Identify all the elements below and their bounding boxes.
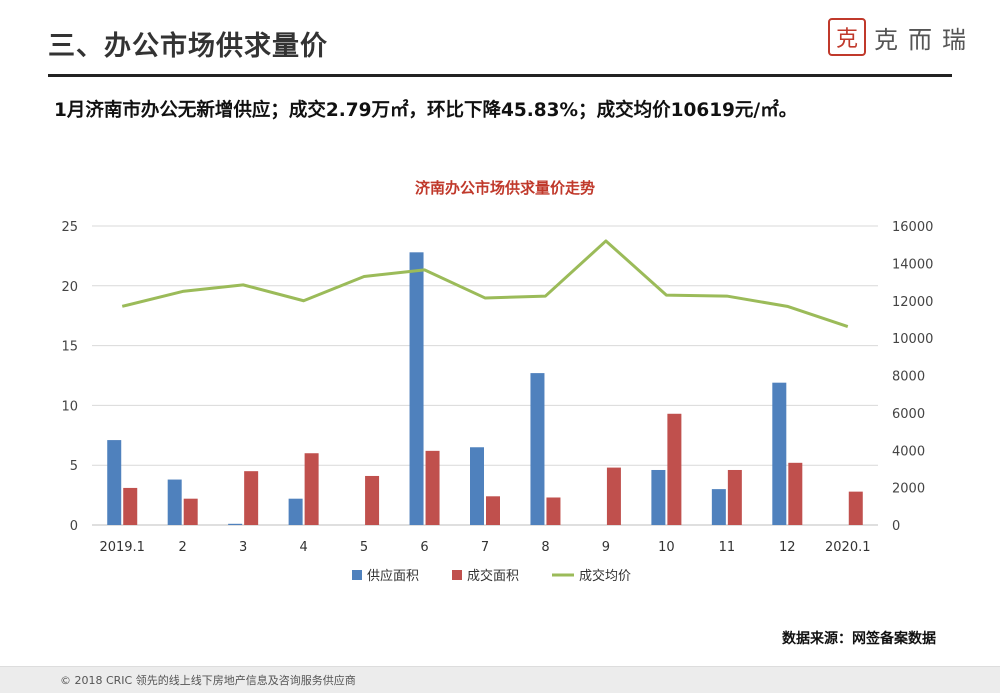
- x-tick-label: 6: [420, 540, 428, 555]
- bar-supply: [409, 252, 424, 525]
- y-right-tick-label: 12000: [892, 295, 933, 310]
- x-tick-label: 3: [239, 540, 247, 555]
- bar-deal: [667, 413, 682, 525]
- summary-text: 1月济南市办公无新增供应；成交2.79万㎡，环比下降45.83%；成交均价106…: [54, 100, 798, 121]
- chart-container: 济南办公市场供求量价走势 0 5 10 15 20 25 0 2000 4000 6000 8000 1…: [0, 160, 1000, 600]
- combo-chart: 济南办公市场供求量价走势0510152025020004000600080001…: [61, 179, 933, 584]
- bar-deal: [304, 453, 319, 525]
- y-right-tick-label: 16000: [892, 220, 933, 235]
- y-left-tick-label: 20: [61, 280, 78, 295]
- legend-label: 成交面积: [467, 568, 519, 584]
- y-right-tick-label: 0: [892, 519, 900, 534]
- x-tick-label: 4: [299, 540, 307, 555]
- bar-supply: [530, 373, 545, 525]
- bar-supply: [107, 440, 122, 525]
- bar-deal: [244, 471, 259, 525]
- y-right-tick-label: 10000: [892, 332, 933, 347]
- y-right-tick-label: 6000: [892, 407, 925, 422]
- legend-swatch: [452, 570, 462, 580]
- x-tick-label: 8: [541, 540, 549, 555]
- x-tick-label: 10: [658, 540, 675, 555]
- legend-label: 供应面积: [367, 568, 419, 584]
- y-left-tick-label: 5: [70, 459, 78, 474]
- bar-deal: [365, 475, 380, 525]
- legend-swatch: [352, 570, 362, 580]
- y-left-tick-label: 0: [70, 519, 78, 534]
- y-right-tick-label: 4000: [892, 444, 925, 459]
- title-divider: [48, 74, 952, 77]
- seal-icon: 克: [828, 18, 866, 56]
- y-left-tick-label: 10: [61, 399, 78, 414]
- x-tick-label: 2020.1: [825, 540, 871, 555]
- bar-supply: [470, 447, 484, 525]
- legend-label: 成交均价: [579, 568, 631, 584]
- bar-supply: [167, 479, 182, 525]
- brand-logo: 克 克而瑞: [828, 18, 976, 56]
- bar-supply: [288, 498, 303, 525]
- bar-deal: [183, 498, 198, 525]
- bar-deal: [425, 450, 440, 525]
- x-tick-label: 5: [360, 540, 368, 555]
- x-tick-label: 9: [602, 540, 610, 555]
- bar-deal: [486, 496, 500, 525]
- bar-deal: [788, 462, 803, 525]
- data-source: 数据来源：网签备案数据: [782, 631, 936, 647]
- bar-deal: [727, 469, 742, 525]
- bar-supply: [651, 469, 666, 525]
- x-tick-label: 12: [779, 540, 796, 555]
- chart-title: 济南办公市场供求量价走势: [415, 179, 595, 197]
- bar-supply: [772, 382, 787, 525]
- x-tick-label: 7: [481, 540, 489, 555]
- x-tick-label: 11: [719, 540, 736, 555]
- y-right-tick-label: 2000: [892, 482, 925, 497]
- bar-deal: [848, 491, 863, 525]
- y-right-tick-label: 14000: [892, 257, 933, 272]
- x-tick-label: 2: [179, 540, 187, 555]
- footer-text: © 2018 CRIC 领先的线上线下房地产信息及咨询服务供应商: [60, 674, 356, 687]
- bar-deal: [123, 487, 138, 525]
- y-left-tick-label: 25: [61, 220, 78, 235]
- page-title: 三、办公市场供求量价: [48, 31, 328, 62]
- bar-supply: [711, 489, 726, 525]
- bar-deal: [606, 467, 621, 525]
- y-left-tick-label: 15: [61, 340, 78, 355]
- logo-text: 克而瑞: [874, 25, 976, 54]
- y-right-tick-label: 8000: [892, 370, 925, 385]
- x-tick-label: 2019.1: [99, 540, 145, 555]
- bar-deal: [546, 497, 561, 525]
- bar-supply: [228, 523, 243, 525]
- footer-bar: © 2018 CRIC 领先的线上线下房地产信息及咨询服务供应商: [0, 666, 1000, 693]
- line-price: [121, 239, 849, 328]
